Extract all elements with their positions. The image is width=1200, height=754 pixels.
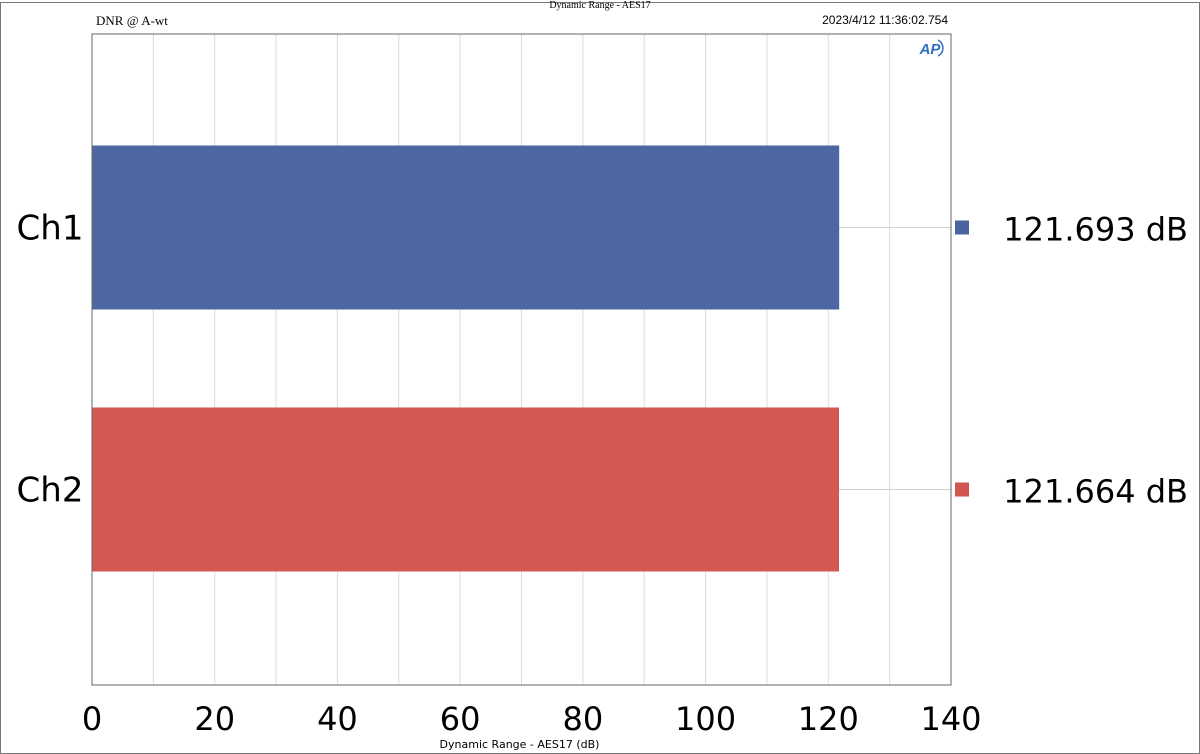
- x-tick-label: 60: [440, 700, 481, 738]
- bar-ch1: [91, 145, 840, 310]
- timestamp: 2023/4/12 11:36:02.754: [822, 13, 948, 27]
- chart-subtitle: DNR @ A-wt: [96, 13, 168, 28]
- plot-area: [91, 33, 952, 686]
- bar-ch2: [91, 407, 839, 572]
- x-tick-label: 80: [562, 700, 603, 738]
- x-tick-label: 0: [82, 700, 102, 738]
- x-tick-label: 140: [920, 700, 981, 738]
- x-tick-label: 100: [675, 700, 736, 738]
- x-tick-label: 40: [317, 700, 358, 738]
- value-label: 121.664 dB: [1003, 473, 1188, 511]
- x-axis-label: Dynamic Range - AES17 (dB): [440, 738, 600, 751]
- x-tick-label: 20: [194, 700, 235, 738]
- chart-title: Dynamic Range - AES17: [549, 0, 651, 11]
- category-label: Ch1: [17, 209, 84, 249]
- legend-swatch: [955, 220, 969, 235]
- x-tick-label: 120: [798, 700, 859, 738]
- legend-swatch: [955, 482, 969, 497]
- value-label: 121.693 dB: [1003, 211, 1188, 249]
- ap-logo-icon: AP: [919, 41, 942, 58]
- ap-logo-arc-icon: [937, 39, 944, 57]
- category-label: Ch2: [17, 471, 84, 511]
